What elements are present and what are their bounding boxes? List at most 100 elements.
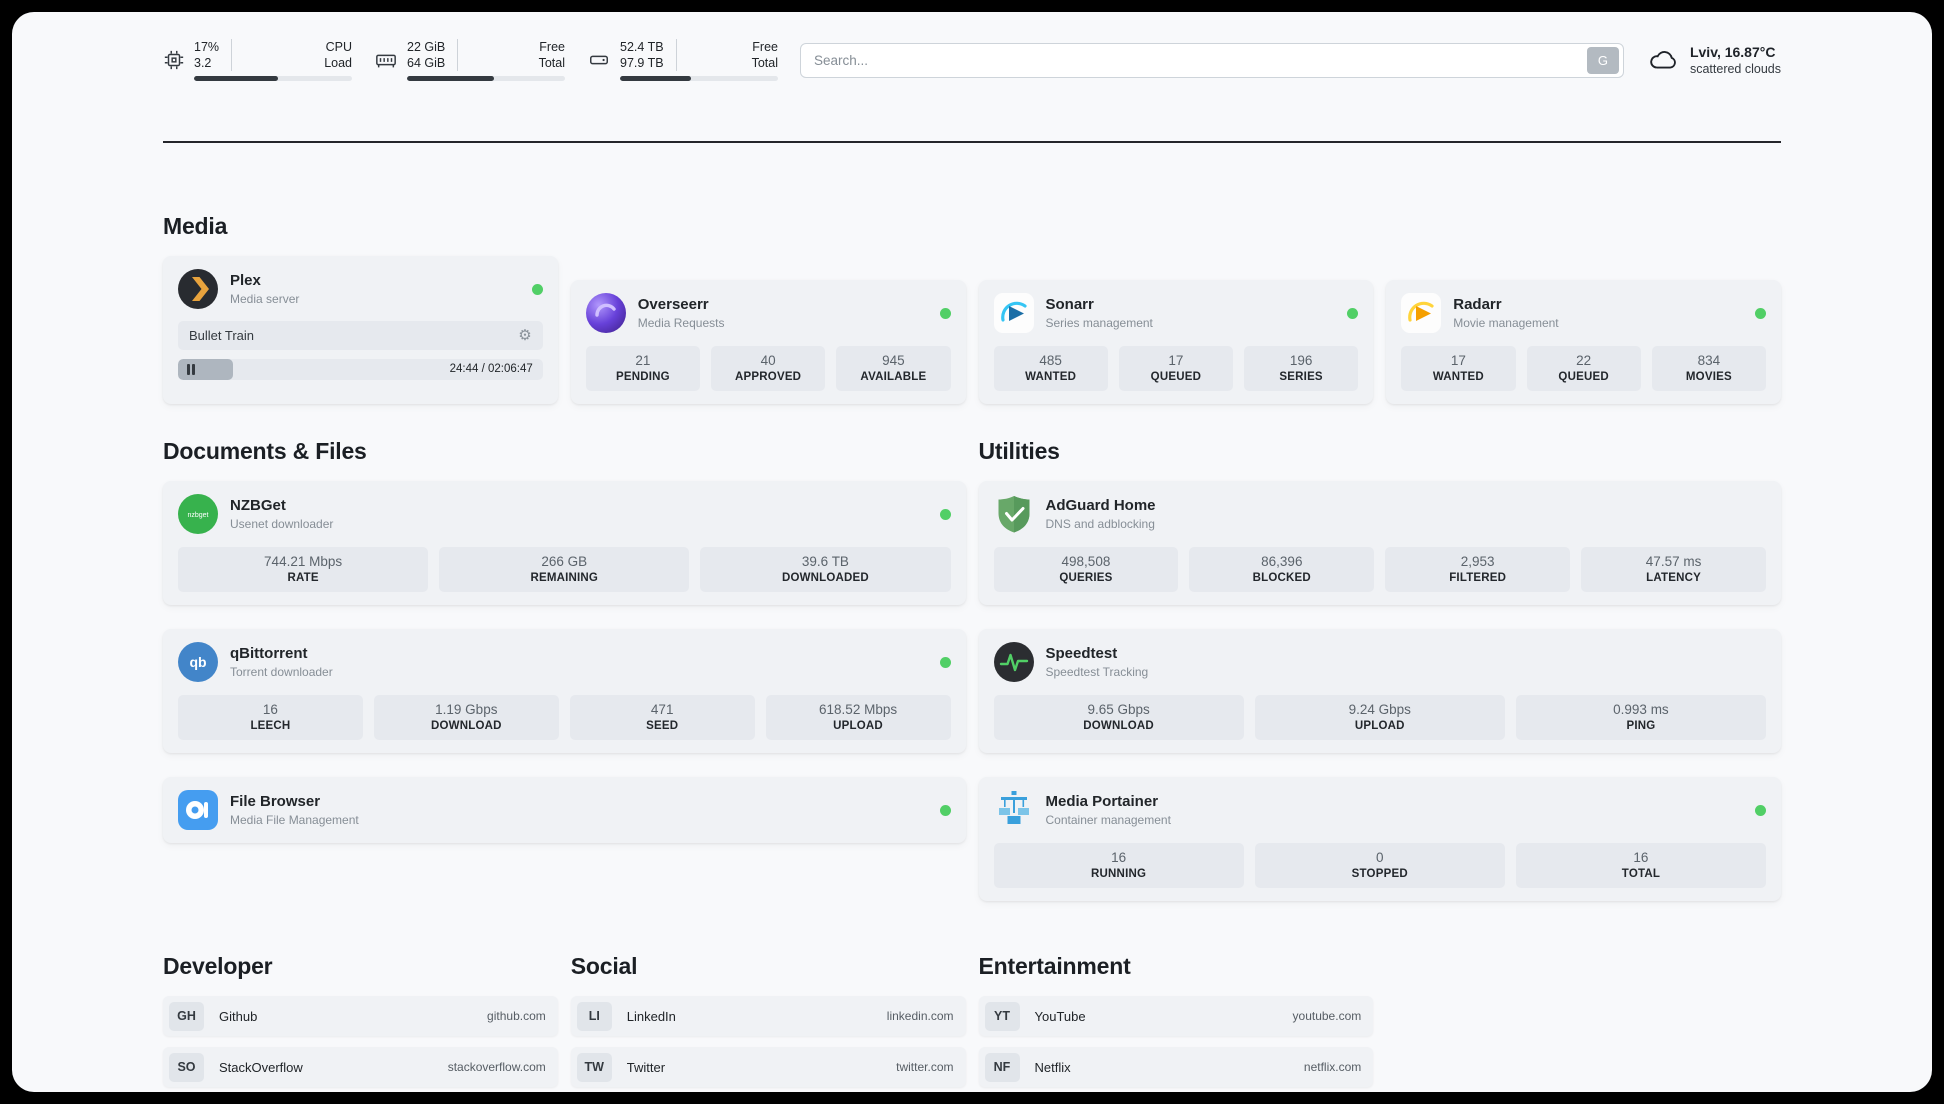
status-online-dot <box>1755 307 1766 319</box>
search-engine-button[interactable]: G <box>1586 46 1619 74</box>
cpu-percent: 17% <box>194 40 220 54</box>
section-bookmarks: Developer GH Github github.com SO StackO… <box>163 953 1781 1092</box>
filebrowser-icon <box>178 790 218 830</box>
now-playing-title: Bullet Train <box>189 328 255 343</box>
app-name: NZBGet <box>230 497 286 514</box>
media-section-title: Media <box>163 213 228 239</box>
speedtest-icon <box>993 642 1034 682</box>
app-card-overseerr[interactable]: Overseerr Media Requests 21 PENDING 40 A… <box>570 280 966 404</box>
column-developer: Developer GH Github github.com SO StackO… <box>163 953 558 1092</box>
app-name: File Browser <box>230 793 321 810</box>
app-card-plex[interactable]: Plex Media server Bullet Train ⚙ 24:44 /… <box>163 256 558 404</box>
nzbget-icon: nzbget <box>178 494 218 534</box>
stat-wanted: 485 WANTED <box>993 346 1108 391</box>
stackoverflow-abbr-icon: SO <box>169 1052 204 1082</box>
stat-wanted: 17 WANTED <box>1401 346 1516 391</box>
app-card-adguard[interactable]: AdGuard Home DNS and adblocking 498,508 … <box>978 481 1781 605</box>
section-middle: Documents & Files nzbget NZBGet Usenet d… <box>163 438 1781 901</box>
status-online-dot <box>1755 804 1766 816</box>
cpu-load-avg: 3.2 <box>194 56 212 70</box>
app-card-radarr[interactable]: Radarr Movie management 17 WANTED 22 QUE… <box>1386 280 1781 404</box>
disk-widget: 52.4 TB 97.9 TB Free Total <box>587 39 778 81</box>
app-description: DNS and adblocking <box>1045 517 1155 531</box>
disk-total-label: Total <box>751 56 778 70</box>
search-bar: G <box>800 42 1624 78</box>
stat-remaining: 266 GB REMAINING <box>439 547 690 592</box>
stat-approved: 40 APPROVED <box>711 346 826 391</box>
status-online-dot <box>1347 307 1359 319</box>
app-card-qbittorrent[interactable]: qb qBittorrent Torrent downloader 16 <box>163 629 966 753</box>
ram-progress-bar <box>407 76 565 81</box>
twitter-abbr-icon: TW <box>576 1052 612 1082</box>
radarr-icon <box>1401 293 1442 333</box>
stat-running: 16 RUNNING <box>993 843 1244 888</box>
column-utilities: Utilities Ad <box>978 438 1781 901</box>
bookmark-netflix[interactable]: NF Netflix netflix.com <box>978 1047 1374 1087</box>
app-name: Media Portainer <box>1045 793 1159 810</box>
column-social: Social LI LinkedIn linkedin.com TW Twitt… <box>570 953 966 1092</box>
app-description: Torrent downloader <box>230 665 333 679</box>
app-name: Radarr <box>1453 296 1502 313</box>
disk-progress-bar <box>620 76 778 81</box>
stat-rate: 744.21 Mbps RATE <box>178 547 429 592</box>
stat-movies: 834 MOVIES <box>1651 346 1766 391</box>
app-name: Plex <box>230 272 261 289</box>
disk-icon <box>587 49 611 71</box>
disk-total: 97.9 TB <box>620 56 664 70</box>
cpu-widget: 17% 3.2 CPU Load <box>163 39 352 81</box>
bookmark-twitter[interactable]: TW Twitter twitter.com <box>570 1047 966 1087</box>
stat-upload: 618.52 Mbps UPLOAD <box>765 695 951 740</box>
stat-seed: 471 SEED <box>569 695 755 740</box>
bookmark-stackoverflow[interactable]: SO StackOverflow stackoverflow.com <box>163 1047 558 1087</box>
app-card-filebrowser[interactable]: File Browser Media File Management <box>163 777 966 843</box>
bookmark-youtube[interactable]: YT YouTube youtube.com <box>978 996 1374 1036</box>
utilities-section-title: Utilities <box>978 438 1060 464</box>
bookmark-linkedin[interactable]: LI LinkedIn linkedin.com <box>570 996 966 1036</box>
search-input[interactable] <box>800 42 1624 78</box>
bookmark-github[interactable]: GH Github github.com <box>163 996 558 1036</box>
stat-pending: 21 PENDING <box>585 346 700 391</box>
ram-icon <box>374 49 398 71</box>
sonarr-icon <box>993 293 1034 333</box>
stat-available: 945 AVAILABLE <box>836 346 951 391</box>
cpu-label: CPU <box>325 40 352 54</box>
pause-icon[interactable] <box>187 364 195 375</box>
status-online-dot <box>531 283 543 295</box>
stat-stopped: 0 STOPPED <box>1254 843 1505 888</box>
ram-free: 22 GiB <box>407 40 446 54</box>
disk-free-label: Free <box>752 40 778 54</box>
app-name: qBittorrent <box>230 645 308 662</box>
app-description: Usenet downloader <box>230 517 334 531</box>
weather-condition: scattered clouds <box>1689 62 1781 76</box>
stat-upload: 9.24 Gbps UPLOAD <box>1254 695 1505 740</box>
stat-queries: 498,508 QUERIES <box>993 547 1179 592</box>
app-description: Media File Management <box>230 813 359 827</box>
ram-widget: 22 GiB 64 GiB Free Total <box>374 39 565 81</box>
app-description: Series management <box>1045 316 1153 330</box>
svg-text:nzbget: nzbget <box>187 512 208 519</box>
ram-total: 64 GiB <box>407 56 446 70</box>
cloud-icon <box>1646 45 1680 75</box>
status-online-dot <box>939 307 951 319</box>
app-name: Speedtest <box>1045 645 1118 662</box>
stat-queued: 17 QUEUED <box>1118 346 1233 391</box>
app-card-speedtest[interactable]: Speedtest Speedtest Tracking 9.65 Gbps D… <box>978 629 1781 753</box>
app-description: Container management <box>1045 813 1171 827</box>
app-card-nzbget[interactable]: nzbget NZBGet Usenet downloader 744.21 M… <box>163 481 966 605</box>
weather-location-temp: Lviv, 16.87°C <box>1689 44 1776 60</box>
stat-blocked: 86,396 BLOCKED <box>1189 547 1375 592</box>
stat-total: 16 TOTAL <box>1515 843 1767 888</box>
app-name: Overseerr <box>637 296 709 313</box>
app-description: Media Requests <box>637 316 725 330</box>
disk-free: 52.4 TB <box>620 40 664 54</box>
app-description: Media server <box>230 292 300 306</box>
app-card-sonarr[interactable]: Sonarr Series management 485 WANTED 17 Q… <box>978 280 1374 404</box>
app-card-portainer[interactable]: Media Portainer Container management 16 … <box>978 777 1781 901</box>
stat-series: 196 SERIES <box>1244 346 1359 391</box>
stat-filtered: 2,953 FILTERED <box>1385 547 1571 592</box>
qbittorrent-icon: qb <box>178 642 218 682</box>
adguard-icon <box>994 494 1034 534</box>
now-playing-box: Bullet Train ⚙ <box>178 321 543 350</box>
playback-progress-bar[interactable]: 24:44 / 02:06:47 <box>178 359 543 380</box>
gear-icon[interactable]: ⚙ <box>518 327 532 344</box>
